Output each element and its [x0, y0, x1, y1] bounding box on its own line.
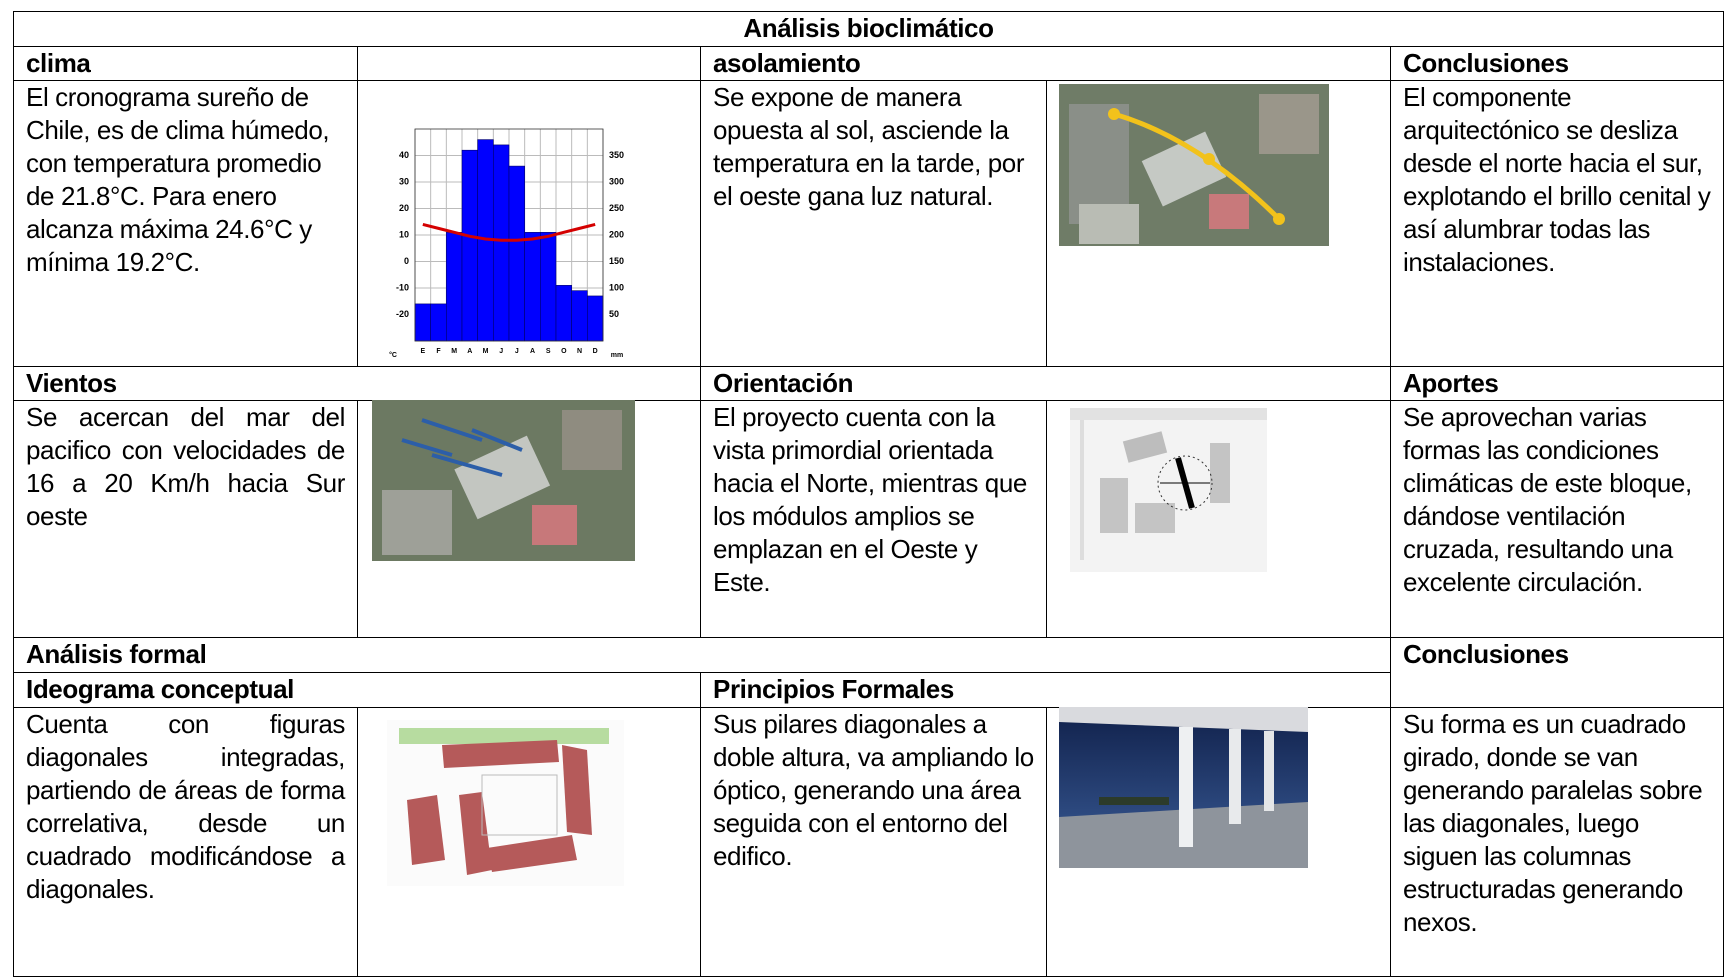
- heading: Principios Formales: [700, 672, 1391, 708]
- heading: Conclusiones: [1390, 637, 1724, 708]
- x-tick-label: E: [420, 348, 425, 355]
- cell-text: El cronograma sureño de Chile, es de cli…: [13, 80, 358, 367]
- heading: Ideograma conceptual: [13, 672, 701, 708]
- x-tick-label: M: [483, 348, 489, 355]
- bar: [493, 144, 510, 342]
- y-tick-label: -10: [396, 282, 409, 292]
- y2-tick-label: 200: [609, 229, 624, 239]
- x-tick-label: A: [467, 348, 472, 355]
- bar: [508, 165, 525, 342]
- site-plan: [1070, 408, 1267, 572]
- bar: [461, 149, 478, 342]
- y2-tick-label: 150: [609, 256, 624, 266]
- x-tick-label: D: [593, 348, 598, 355]
- bar: [540, 232, 557, 342]
- heading: Orientación: [700, 366, 1391, 401]
- cell-text: Se acercan del mar del pacifico con velo…: [13, 400, 358, 638]
- cell-text: Se aprovechan varias formas las condicio…: [1390, 400, 1724, 638]
- temperature-line: [422, 222, 596, 242]
- cell-text: Sus pilares diagonales a doble altura, v…: [700, 707, 1047, 977]
- y-tick-label: 0: [404, 256, 409, 266]
- table-title: Análisis bioclimático: [13, 11, 1724, 47]
- bar: [571, 290, 588, 342]
- x-tick-label: S: [546, 348, 551, 355]
- cell-text: El proyecto cuenta con la vista primordi…: [700, 400, 1047, 638]
- cell-text: El componente arquitectónico se desliza …: [1390, 80, 1724, 367]
- cell-text: Se expone de manera opuesta al sol, asci…: [700, 80, 1047, 367]
- plot-frame: [414, 128, 604, 342]
- cell-text: Su forma es un cuadrado girado, donde se…: [1390, 707, 1724, 977]
- y2-tick-label: 50: [609, 309, 619, 319]
- bar: [587, 295, 604, 342]
- heading: Conclusiones: [1390, 46, 1724, 81]
- empty-cell: [357, 46, 701, 81]
- y-tick-label: 10: [399, 229, 409, 239]
- cell-text: Cuenta con figuras diagonales integradas…: [13, 707, 358, 977]
- aerial-photo: [372, 400, 635, 561]
- axis-unit: °C: [389, 351, 397, 359]
- axis-unit: mm: [611, 352, 623, 359]
- x-tick-label: J: [499, 348, 503, 355]
- x-tick-label: F: [436, 348, 441, 355]
- y-tick-label: -20: [396, 309, 409, 319]
- aerial-photo: [1059, 84, 1329, 246]
- y2-tick-label: 350: [609, 150, 624, 160]
- y2-tick-label: 300: [609, 176, 624, 186]
- x-tick-label: M: [451, 348, 457, 355]
- y-tick-label: 40: [399, 150, 409, 160]
- bar: [414, 303, 431, 342]
- bar: [446, 232, 463, 342]
- y2-tick-label: 250: [609, 203, 624, 213]
- y2-tick-label: 100: [609, 282, 624, 292]
- heading: clima: [13, 46, 358, 81]
- bar: [555, 285, 572, 342]
- heading: Análisis formal: [13, 637, 1391, 673]
- y-tick-label: 30: [399, 176, 409, 186]
- x-tick-label: N: [577, 348, 582, 355]
- bar: [524, 232, 541, 342]
- bar: [430, 303, 447, 342]
- photo: [1059, 707, 1308, 868]
- concept-plan: [387, 720, 624, 886]
- heading: Aportes: [1390, 366, 1724, 401]
- x-tick-label: J: [515, 348, 519, 355]
- heading: Vientos: [13, 366, 701, 401]
- y-tick-label: 20: [399, 203, 409, 213]
- x-tick-label: A: [530, 348, 535, 355]
- x-tick-label: O: [561, 348, 567, 355]
- heading: asolamiento: [700, 46, 1391, 81]
